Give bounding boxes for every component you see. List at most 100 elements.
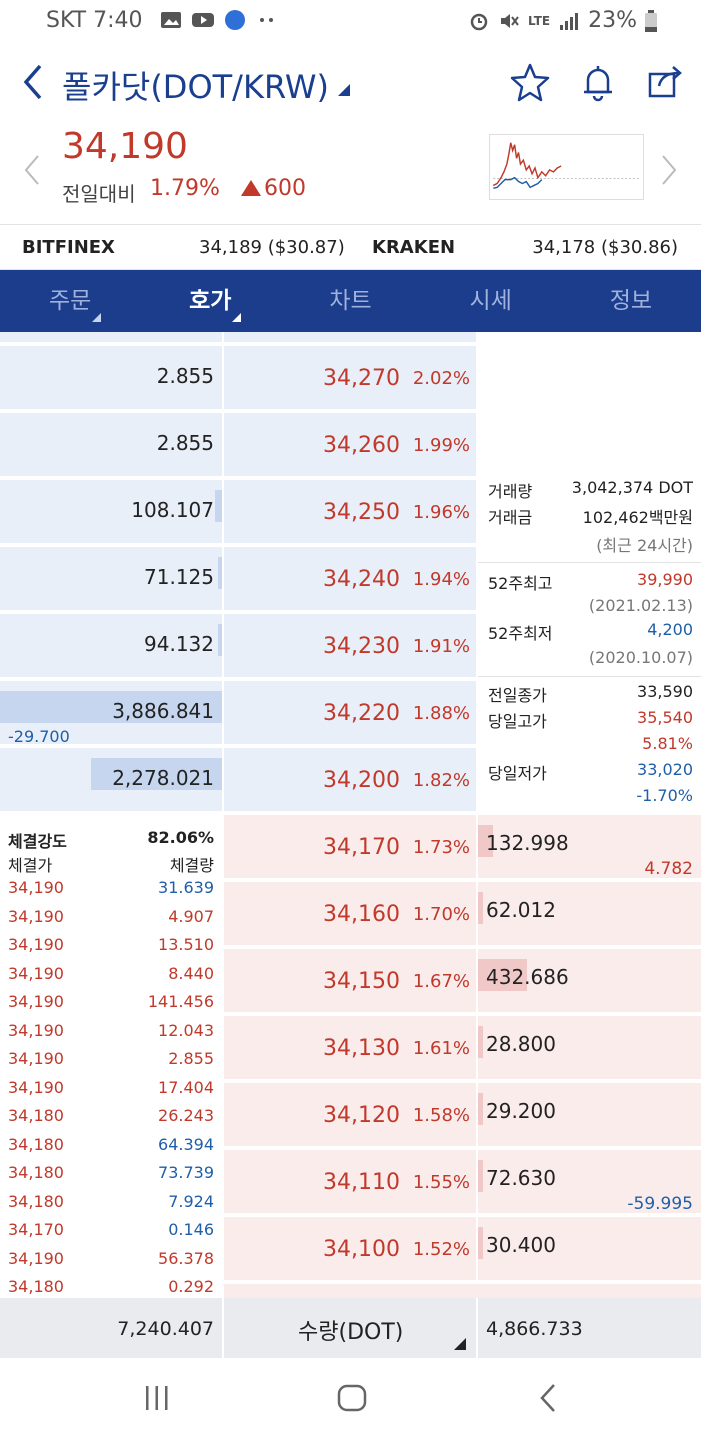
bid-qty-change: -59.995 [627,1194,693,1214]
info-value: 33,590 [637,682,693,701]
bid-qty-cell[interactable]: 132.998 4.782 [478,815,701,880]
ask-price-cell[interactable]: 34,270 2.02% [224,346,476,411]
ask-qty-cell[interactable]: 108.107 [0,480,222,545]
tab-3[interactable]: 시세 [421,270,561,332]
bid-price-cell[interactable]: 34,130 1.61% [224,1016,476,1081]
orderbook: 2.855 34,270 2.02% 2.855 34,260 1.99% 108.107 3… [0,332,701,1298]
ask-total: 7,240.407 [117,1318,214,1340]
ask-price: 34,220 [323,701,400,726]
ask-qty-cell[interactable]: 71.125 [0,547,222,612]
star-icon[interactable] [510,62,550,102]
info-date: (2021.02.13) [588,596,693,615]
trade-row: 34,180 73.739 [0,1159,222,1187]
trade-row: 34,180 64.394 [0,1131,222,1159]
ask-qty-cell[interactable]: 3,886.841 -29.700 [0,681,222,746]
bid-volume-bar [478,825,493,857]
youtube-icon [192,13,214,27]
info-value: 33,020 [637,760,693,779]
ask-price-cell[interactable]: 34,250 1.96% [224,480,476,545]
ask-percent: 1.96% [412,502,470,523]
trade-row: 34,190 12.043 [0,1017,222,1045]
bid-qty-cell[interactable]: 432.686 [478,949,701,1014]
exchange-value-kraken: 34,178 ($30.86) [532,237,678,258]
bid-qty-cell[interactable]: 30.400 [478,1217,701,1282]
bid-price: 34,120 [323,1103,400,1128]
tab-0[interactable]: 주문 [0,270,140,332]
tab-label: 정보 [609,288,653,314]
recent-apps-icon[interactable] [142,1384,172,1412]
gallery-icon [161,12,181,28]
unit-selector[interactable]: 수량(DOT) [224,1298,476,1358]
bid-price: 34,150 [323,969,400,994]
info-label: 전일종가 [488,686,547,705]
bid-qty-cell[interactable]: 29.200 [478,1083,701,1148]
ask-total-cell: 7,240.407 [0,1298,222,1358]
bid-price-cell[interactable]: 34,110 1.55% [224,1150,476,1215]
ask-qty-cell[interactable]: 94.132 [0,614,222,679]
ask-volume-bar [91,758,222,790]
coin-select-caret-icon[interactable] [338,84,350,96]
alarm-icon [470,13,488,30]
back-arrow-icon[interactable] [18,62,48,102]
info-prev-close-row: 전일종가 33,590 [488,682,693,705]
next-coin-chevron-icon[interactable] [659,154,679,186]
bid-percent: 1.55% [412,1172,470,1193]
page-title[interactable]: 폴카닷(DOT/KRW) [62,68,330,106]
bid-price-cell[interactable]: 34,150 1.67% [224,949,476,1014]
trade-row: 34,190 17.404 [0,1074,222,1102]
tab-1[interactable]: 호가 [140,270,280,332]
trade-qty: 4.907 [168,906,214,926]
ask-qty-cell[interactable]: 2.855 [0,413,222,478]
divider [222,1298,224,1358]
divider [476,1298,478,1358]
bid-price-cell[interactable]: 34,100 1.52% [224,1217,476,1282]
trade-row: 34,190 13.510 [0,931,222,959]
price-summary: 34,190 전일대비 1.79% 600 [0,122,701,222]
more-dots-icon [260,18,273,22]
tab-caret-icon [232,313,242,322]
ask-price-cell[interactable]: 34,200 1.82% [224,748,476,813]
ask-qty-cell[interactable]: 2.855 [0,346,222,411]
bid-price-cell[interactable]: 34,160 1.70% [224,882,476,947]
tab-2[interactable]: 차트 [280,270,420,332]
bid-qty-cell[interactable]: 72.630 -59.995 [478,1150,701,1215]
trade-qty: 0.292 [168,1277,214,1296]
bid-total: 4,866.733 [486,1318,583,1340]
status-bar: SKT 7:40 LTE 23% [0,0,701,44]
ask-qty-cell[interactable]: 2,278.021 [0,748,222,813]
trade-row: 34,190 31.639 [0,874,222,902]
bid-total-cell: 4,866.733 [478,1298,701,1358]
info-period-row: (최근 24시간) [488,532,693,555]
bid-qty-cell[interactable]: 62.012 [478,882,701,947]
ask-price-cell[interactable]: 34,240 1.94% [224,547,476,612]
trade-strength-value: 82.06% [147,828,214,847]
current-price: 34,190 [62,126,188,167]
ask-top-strip [0,332,222,344]
info-low52-date-row: (2020.10.07) [488,648,693,670]
trade-price: 34,190 [8,878,64,897]
prev-coin-chevron-icon[interactable] [22,154,42,186]
ask-price-cell[interactable]: 34,230 1.91% [224,614,476,679]
trade-qty: 8.440 [168,963,214,983]
mini-price-chart[interactable] [489,134,644,200]
ask-price-cell[interactable]: 34,220 1.88% [224,681,476,746]
bid-qty: 30.400 [486,1233,556,1257]
info-value: 102,462백만원 [582,508,693,527]
bell-icon[interactable] [578,62,618,102]
bid-price: 34,100 [323,1237,400,1262]
home-icon[interactable] [336,1384,368,1412]
bid-qty: 432.686 [486,965,569,989]
back-icon[interactable] [536,1382,560,1414]
divider [478,562,701,563]
bid-price-cell[interactable]: 34,120 1.58% [224,1083,476,1148]
info-day-low-row: 당일저가 33,020 [488,760,693,783]
trade-price: 34,190 [8,992,64,1011]
bid-qty-cell[interactable]: 28.800 [478,1016,701,1081]
ask-top-strip [224,332,476,344]
ask-price-cell[interactable]: 34,260 1.99% [224,413,476,478]
ask-price: 34,240 [323,567,400,592]
bid-price-cell[interactable]: 34,170 1.73% [224,815,476,880]
ask-percent: 2.02% [412,368,470,389]
share-icon[interactable] [645,62,685,102]
tab-4[interactable]: 정보 [561,270,701,332]
